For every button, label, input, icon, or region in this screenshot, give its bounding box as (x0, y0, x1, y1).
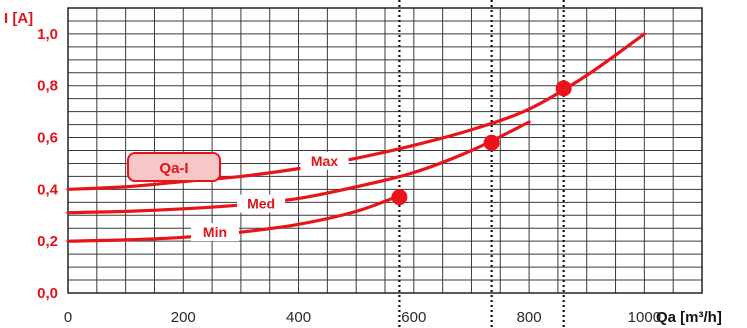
x-tick-label: 1000 (628, 309, 661, 326)
grid (67, 7, 703, 294)
curves (66, 32, 646, 243)
x-tick-labels: 0 200 400 600 800 1000 (64, 309, 661, 326)
curve-label-med: Med (247, 196, 275, 212)
y-tick-label: 0,0 (37, 285, 58, 302)
y-tick-label: 0,4 (37, 181, 59, 198)
curve-labels: Max Med Min (190, 151, 349, 242)
curve-max (66, 32, 646, 191)
y-tick-label: 0,6 (37, 130, 58, 147)
legend-rect (127, 152, 221, 182)
x-axis-title: Qa [m³/h] (656, 309, 722, 326)
x-tick-label: 0 (64, 309, 72, 326)
x-tick-label: 200 (171, 309, 196, 326)
curve-med (66, 120, 531, 215)
curve-label-bg (300, 151, 349, 170)
operating-points (391, 80, 572, 206)
plot-frame (67, 7, 703, 294)
y-tick-label: 1,0 (37, 26, 58, 43)
y-tick-label: 0,8 (37, 78, 58, 95)
legend-label: Qa-I (159, 160, 188, 177)
x-tick-label: 400 (286, 309, 311, 326)
y-tick-labels: 0,0 0,2 0,4 0,6 0,8 1,0 (37, 26, 59, 302)
operating-point (483, 134, 500, 151)
x-tick-label: 800 (517, 309, 542, 326)
curve-label-min: Min (203, 224, 227, 240)
legend-box: Qa-I (127, 152, 221, 182)
x-tick-label: 600 (401, 309, 426, 326)
operating-point (555, 80, 572, 97)
operating-lines (398, 0, 565, 328)
curve-min (66, 192, 404, 243)
curve-label-bg (237, 194, 286, 213)
curve-label-bg (190, 223, 239, 242)
y-axis-title: I [A] (4, 10, 33, 27)
curve-label-max: Max (311, 153, 338, 169)
operating-point (391, 189, 408, 206)
y-tick-label: 0,2 (37, 233, 58, 250)
